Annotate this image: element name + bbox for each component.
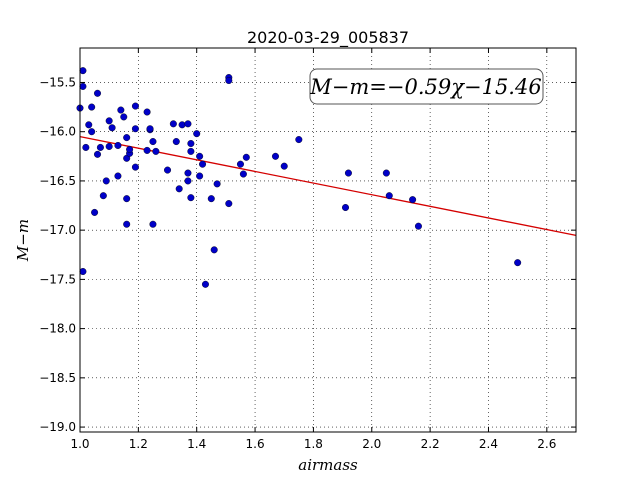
- data-point: [207, 195, 215, 203]
- data-point: [164, 166, 172, 174]
- data-point: [514, 259, 522, 267]
- data-point: [172, 138, 180, 146]
- data-point: [114, 172, 122, 180]
- y-axis-label: M−m: [14, 219, 32, 262]
- data-point: [143, 108, 151, 116]
- data-point: [295, 136, 303, 144]
- x-tick-label: 1.0: [70, 437, 89, 451]
- data-point: [143, 146, 151, 154]
- data-point: [175, 185, 183, 193]
- x-tick-label: 1.4: [187, 437, 206, 451]
- data-point: [94, 89, 102, 97]
- plot-frame: [79, 47, 577, 433]
- y-tick-label: −16.5: [39, 174, 76, 188]
- data-point: [123, 195, 131, 203]
- x-tick-label: 2.2: [421, 437, 440, 451]
- data-point: [117, 106, 125, 114]
- data-point: [184, 169, 192, 177]
- grid: [79, 48, 576, 432]
- data-point: [114, 141, 122, 149]
- data-point: [239, 170, 247, 178]
- data-point: [187, 194, 195, 202]
- y-tick-label: −16.0: [39, 125, 76, 139]
- data-points: [76, 67, 522, 288]
- data-point: [169, 120, 177, 128]
- data-point: [414, 222, 422, 230]
- data-point: [187, 140, 195, 148]
- data-point: [91, 208, 99, 216]
- data-point: [120, 113, 128, 121]
- data-point: [280, 162, 288, 170]
- data-point: [79, 82, 87, 90]
- data-point: [149, 220, 157, 228]
- tick-labels: 1.0 1.2 1.4 1.6 1.8 2.0 2.2 2.4 2.6 −15.5 −16.0 −16…: [39, 75, 556, 451]
- x-tick-label: 2.0: [362, 437, 381, 451]
- data-point: [184, 120, 192, 128]
- fit-annotation: M−m=−0.59χ−15.46: [309, 68, 544, 105]
- data-point: [271, 152, 279, 160]
- data-point: [184, 177, 192, 185]
- data-point: [126, 145, 134, 153]
- data-point: [225, 76, 233, 84]
- data-point: [213, 180, 221, 188]
- data-point: [105, 117, 113, 125]
- data-point: [236, 160, 244, 168]
- data-point: [152, 147, 160, 155]
- fit-line-group: [79, 135, 577, 237]
- data-point: [85, 121, 93, 129]
- data-point: [149, 138, 157, 146]
- axis-ticks: [79, 48, 576, 432]
- data-point: [131, 102, 139, 110]
- data-point: [102, 177, 110, 185]
- data-point: [123, 220, 131, 228]
- data-point: [385, 192, 393, 200]
- y-tick-label: −19.0: [39, 420, 76, 434]
- y-tick-label: −17.0: [39, 223, 76, 237]
- x-tick-label: 1.8: [304, 437, 323, 451]
- data-point: [187, 147, 195, 155]
- data-point: [96, 143, 104, 151]
- data-point: [342, 204, 350, 212]
- y-tick-label: −15.5: [39, 75, 76, 89]
- data-point: [196, 172, 204, 180]
- fit-line: [79, 135, 577, 237]
- data-point: [108, 124, 116, 132]
- annotation-text: M−m=−0.59χ−15.46: [309, 75, 541, 99]
- data-point: [193, 130, 201, 138]
- y-tick-label: −17.5: [39, 272, 76, 286]
- data-point: [178, 121, 186, 129]
- data-point: [82, 143, 90, 151]
- data-point: [242, 153, 250, 161]
- chart-title: 2020-03-29_005837: [247, 28, 409, 48]
- y-tick-label: −18.5: [39, 371, 76, 385]
- data-point: [199, 160, 207, 168]
- data-point: [131, 125, 139, 133]
- x-tick-label: 2.6: [537, 437, 556, 451]
- data-point: [94, 150, 102, 158]
- data-point: [201, 280, 209, 288]
- data-point: [123, 134, 131, 142]
- data-point: [146, 125, 154, 133]
- data-point: [225, 200, 233, 208]
- x-tick-label: 1.2: [129, 437, 148, 451]
- data-point: [79, 268, 87, 276]
- data-point: [382, 169, 390, 177]
- data-point: [409, 196, 417, 204]
- data-point: [196, 152, 204, 160]
- data-point: [99, 192, 107, 200]
- data-point: [210, 246, 218, 254]
- x-axis-label: airmass: [298, 456, 358, 474]
- data-point: [131, 163, 139, 171]
- data-point: [79, 67, 87, 75]
- y-tick-label: −18.0: [39, 322, 76, 336]
- data-point: [88, 103, 96, 111]
- data-point: [105, 142, 113, 150]
- x-tick-label: 2.4: [479, 437, 498, 451]
- x-tick-label: 1.6: [246, 437, 265, 451]
- data-point: [344, 169, 352, 177]
- annotation-box: [309, 68, 544, 105]
- data-point: [88, 128, 96, 136]
